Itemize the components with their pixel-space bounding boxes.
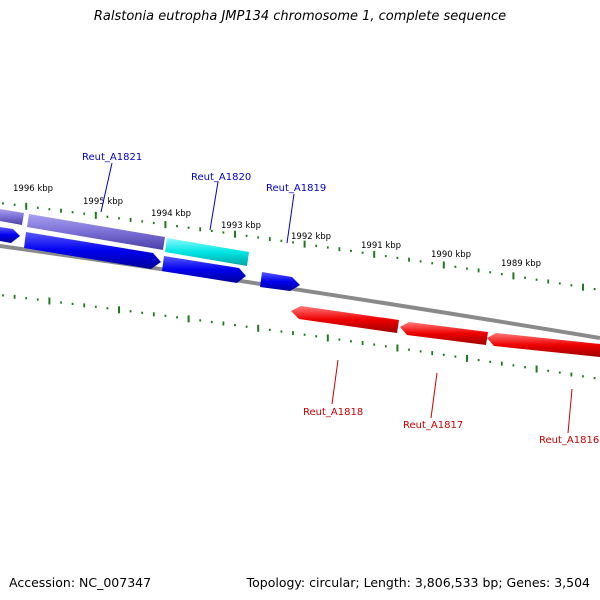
gene-reut-a1820-arrow[interactable] xyxy=(162,256,246,283)
gene-reut-a1821-faded[interactable] xyxy=(27,214,165,250)
scale-label: 1990 kbp xyxy=(431,250,471,260)
gene-label-reut-a1820[interactable]: Reut_A1820 xyxy=(191,172,251,183)
label-leaders xyxy=(100,162,573,434)
genome-summary-text: Topology: circular; Length: 3,806,533 bp… xyxy=(246,575,590,590)
scale-label: 1992 kbp xyxy=(291,232,331,242)
scale-label: 1989 kbp xyxy=(501,259,541,269)
gene-reut-a1817-arrow[interactable] xyxy=(400,322,488,345)
tick-row-inner xyxy=(2,294,596,380)
scale-label: 1996 kbp xyxy=(13,184,53,194)
gene-labels: Reut_A1821 Reut_A1820 Reut_A1819 Reut_A1… xyxy=(82,152,599,446)
scale-label: 1994 kbp xyxy=(151,209,191,219)
leader-reut-a1817 xyxy=(430,372,438,419)
gene-arrow-forward[interactable] xyxy=(0,227,20,243)
gene-reut-a1820-selected[interactable] xyxy=(165,238,249,266)
map-title: Ralstonia eutropha JMP134 chromosome 1, … xyxy=(93,9,507,24)
tick-row-outer xyxy=(2,202,596,291)
gene-label-reut-a1818[interactable]: Reut_A1818 xyxy=(303,407,363,418)
gene-label-reut-a1816[interactable]: Reut_A1816 xyxy=(539,435,599,446)
gene-reut-a1816-arrow[interactable] xyxy=(487,333,600,357)
gene-label-reut-a1819[interactable]: Reut_A1819 xyxy=(266,183,326,194)
gene-reut-a1818-arrow[interactable] xyxy=(291,306,399,333)
leader-reut-a1820 xyxy=(209,181,219,231)
gene-reut-a1822-faded[interactable] xyxy=(0,209,24,225)
leader-reut-a1819 xyxy=(286,193,295,244)
gene-reut-a1821-arrow[interactable] xyxy=(24,232,161,269)
accession-text: Accession: NC_007347 xyxy=(9,575,152,590)
leader-reut-a1816 xyxy=(567,388,573,434)
leader-reut-a1818 xyxy=(331,359,339,405)
gene-label-reut-a1821[interactable]: Reut_A1821 xyxy=(82,152,142,163)
gene-reut-a1819-arrow[interactable] xyxy=(260,272,300,291)
gene-label-reut-a1817[interactable]: Reut_A1817 xyxy=(403,420,463,431)
scale-label: 1991 kbp xyxy=(361,241,401,251)
scale-label: 1993 kbp xyxy=(221,221,261,231)
leader-reut-a1821 xyxy=(100,162,113,213)
